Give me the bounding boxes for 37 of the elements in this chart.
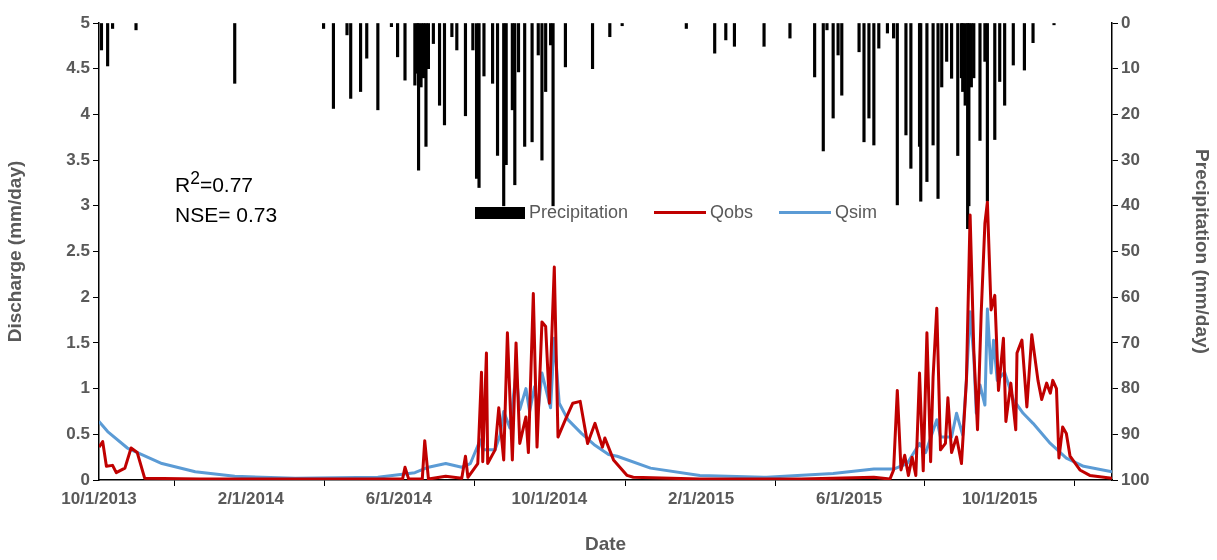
y-tick-label: 3.5 [66,149,90,169]
y-tick-label: 1.5 [66,332,90,352]
y-axis-title: Discharge (mm/day) [3,160,25,343]
x-tick-label: 6/1/2014 [365,488,433,508]
y2-tick-label: 10 [1121,58,1140,78]
annotation: NSE= 0.73 [175,203,278,227]
x-tick-label: 2/1/2015 [668,488,735,508]
x-tick-label: 6/1/2015 [816,488,883,508]
y-tick-label: 2 [80,286,90,306]
x-tick-label: 10/1/2014 [511,488,588,508]
y2-tick-label: 40 [1121,195,1140,215]
y-tick-label: 1 [80,378,90,398]
y-tick-label: 0.5 [66,423,90,443]
y-tick-label: 3 [80,195,90,215]
legend-label: Qsim [835,202,878,223]
y2-tick-label: 80 [1121,378,1140,398]
y-tick-label: 4.5 [66,58,90,78]
y2-tick-label: 70 [1121,332,1140,352]
y-tick-label: 0 [80,469,90,489]
y2-tick-label: 20 [1121,104,1140,124]
legend-label: Precipitation [529,202,629,223]
y2-tick-label: 50 [1121,241,1140,261]
y2-tick-label: 100 [1121,469,1150,489]
y2-tick-label: 0 [1121,12,1131,32]
x-tick-label: 2/1/2014 [217,488,285,508]
y2-tick-label: 60 [1121,286,1140,306]
y-tick-label: 2.5 [66,241,90,261]
x-tick-label: 10/1/2013 [61,488,137,508]
y2-axis-title: Precipitation (mm/day) [1192,149,1214,354]
x-axis-title: Date [584,532,627,554]
annotation: R$^{2}$=0.77 [175,168,254,197]
y-tick-label: 5 [80,12,90,32]
y2-tick-label: 30 [1121,149,1140,169]
legend-label: Qobs [710,202,754,223]
x-tick-label: 10/1/2015 [961,488,1038,508]
y-tick-label: 4 [80,104,91,124]
y2-tick-label: 90 [1121,423,1140,443]
